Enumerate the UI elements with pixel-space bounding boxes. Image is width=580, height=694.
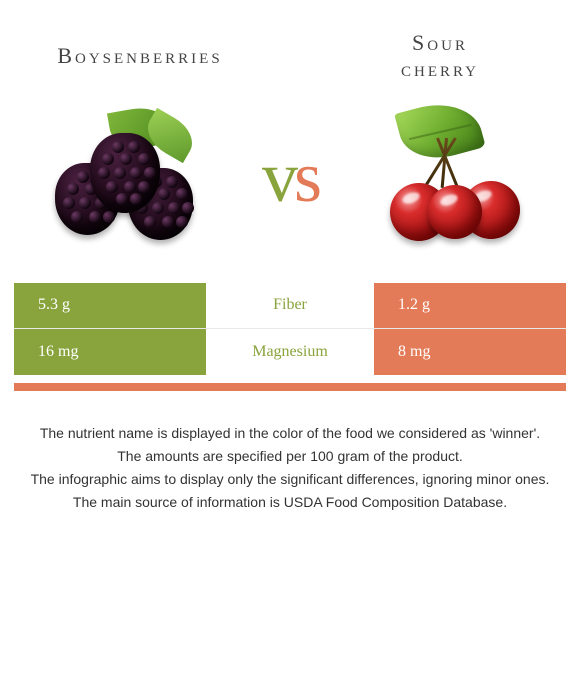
left-value: 16 mg <box>14 329 206 375</box>
nutrient-name: Fiber <box>206 283 374 328</box>
left-food-title: Boysenberries <box>40 43 240 69</box>
right-title-line1: Sour <box>412 30 468 55</box>
note-line: The amounts are specified per 100 gram o… <box>28 446 552 467</box>
table-row: 16 mg Magnesium 8 mg <box>14 329 566 375</box>
left-value: 5.3 g <box>14 283 206 328</box>
right-value: 1.2 g <box>374 283 566 328</box>
left-food-image <box>40 103 220 253</box>
right-value: 8 mg <box>374 329 566 375</box>
vs-label: vs <box>262 136 318 219</box>
footer-notes: The nutrient name is displayed in the co… <box>0 391 580 513</box>
boysenberry-illustration <box>50 108 210 248</box>
header: Boysenberries Sour cherry <box>0 0 580 93</box>
table-row: 5.3 g Fiber 1.2 g <box>14 283 566 329</box>
vs-s: s <box>294 137 318 217</box>
cherry-illustration <box>370 103 530 253</box>
table-underline <box>14 383 566 391</box>
right-food-title: Sour cherry <box>340 30 540 83</box>
right-title-line2: cherry <box>401 56 479 81</box>
vs-v: v <box>262 137 294 217</box>
note-line: The main source of information is USDA F… <box>28 492 552 513</box>
images-row: vs <box>0 93 580 283</box>
note-line: The infographic aims to display only the… <box>28 469 552 490</box>
note-line: The nutrient name is displayed in the co… <box>28 423 552 444</box>
comparison-table: 5.3 g Fiber 1.2 g 16 mg Magnesium 8 mg <box>0 283 580 383</box>
right-food-image <box>360 103 540 253</box>
nutrient-name: Magnesium <box>206 329 374 375</box>
